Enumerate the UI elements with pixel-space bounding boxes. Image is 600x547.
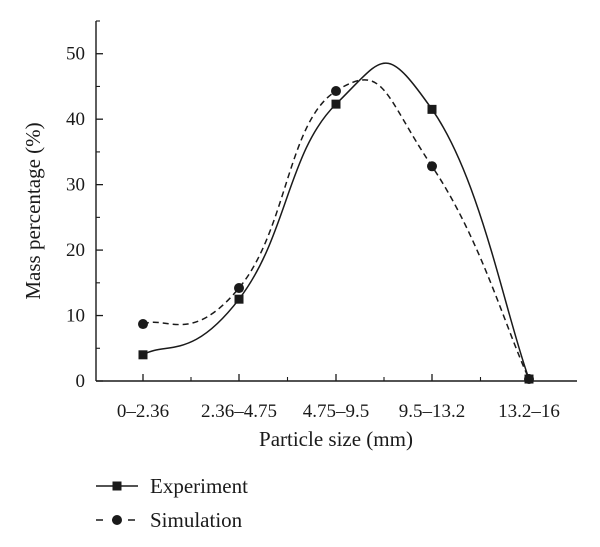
data-point-experiment [427,104,437,114]
legend-label: Simulation [150,508,243,532]
series-experiment [138,62,534,384]
data-point-simulation [331,86,341,97]
legend-item-experiment: Experiment [96,474,248,498]
series-simulation [138,79,534,385]
y-ticks: 0 10 20 30 40 50 [66,20,103,392]
legend: Experiment Simulation [96,474,248,532]
axes: 0 10 20 30 40 50 0–2.36 2.36–4.75 4.75–9.5 9.5–1… [66,20,577,422]
y-tick-label: 0 [76,371,86,392]
x-tick-label: 13.2–16 [498,401,560,422]
y-axis-title: Mass percentage (%) [21,122,45,299]
series-layer [138,62,534,385]
x-tick-label: 4.75–9.5 [303,401,370,422]
legend-marker [112,515,122,525]
x-tick-label: 2.36–4.75 [201,401,277,422]
data-point-simulation [138,319,148,330]
y-tick-label: 50 [66,44,85,65]
legend-item-simulation: Simulation [96,508,243,532]
y-tick-label: 20 [66,240,85,261]
series-line-simulation [142,79,530,380]
y-tick-label: 10 [66,306,85,327]
legend-label: Experiment [150,474,248,498]
data-point-simulation [524,374,534,385]
data-point-experiment [138,350,148,360]
data-point-experiment [234,294,244,304]
y-tick-label: 30 [66,175,85,196]
data-point-experiment [331,99,341,109]
legend-marker [112,481,122,491]
x-tick-label: 0–2.36 [117,401,169,422]
x-tick-label: 9.5–13.2 [399,401,466,422]
series-line-experiment [142,62,530,380]
data-point-simulation [427,161,437,172]
x-axis-title: Particle size (mm) [259,427,413,451]
data-point-simulation [234,283,244,294]
x-ticks: 0–2.36 2.36–4.75 4.75–9.5 9.5–13.2 13.2–16 [117,374,560,422]
y-tick-label: 40 [66,109,85,130]
